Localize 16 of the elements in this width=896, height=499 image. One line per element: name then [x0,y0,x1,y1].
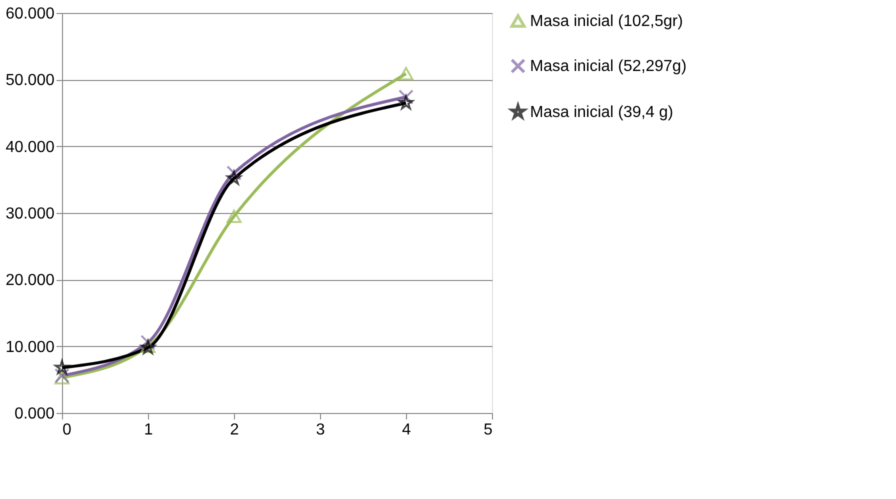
y-tick-label: 40.000 [6,138,55,156]
x-tick-label: 5 [484,422,493,438]
y-tick-label: 60.000 [6,6,55,22]
x-tick-label: 1 [144,422,154,438]
y-tick-label: 0.000 [14,406,55,422]
y-tick-label: 20.000 [6,272,55,290]
legend-label: Masa inicial (102,5gr) [530,13,683,30]
legend-label: Masa inicial (52,297g) [530,58,687,75]
y-tick-label: 10.000 [6,338,55,356]
legend-label: Masa inicial (39,4 g) [530,104,674,121]
x-tick-label: 0 [62,422,72,438]
y-tick-label: 50.000 [6,72,55,90]
x-tick-label: 2 [230,422,240,438]
y-tick-label: 30.000 [6,206,55,222]
x-tick-label: 4 [402,422,412,438]
x-tick-label: 3 [316,422,326,438]
